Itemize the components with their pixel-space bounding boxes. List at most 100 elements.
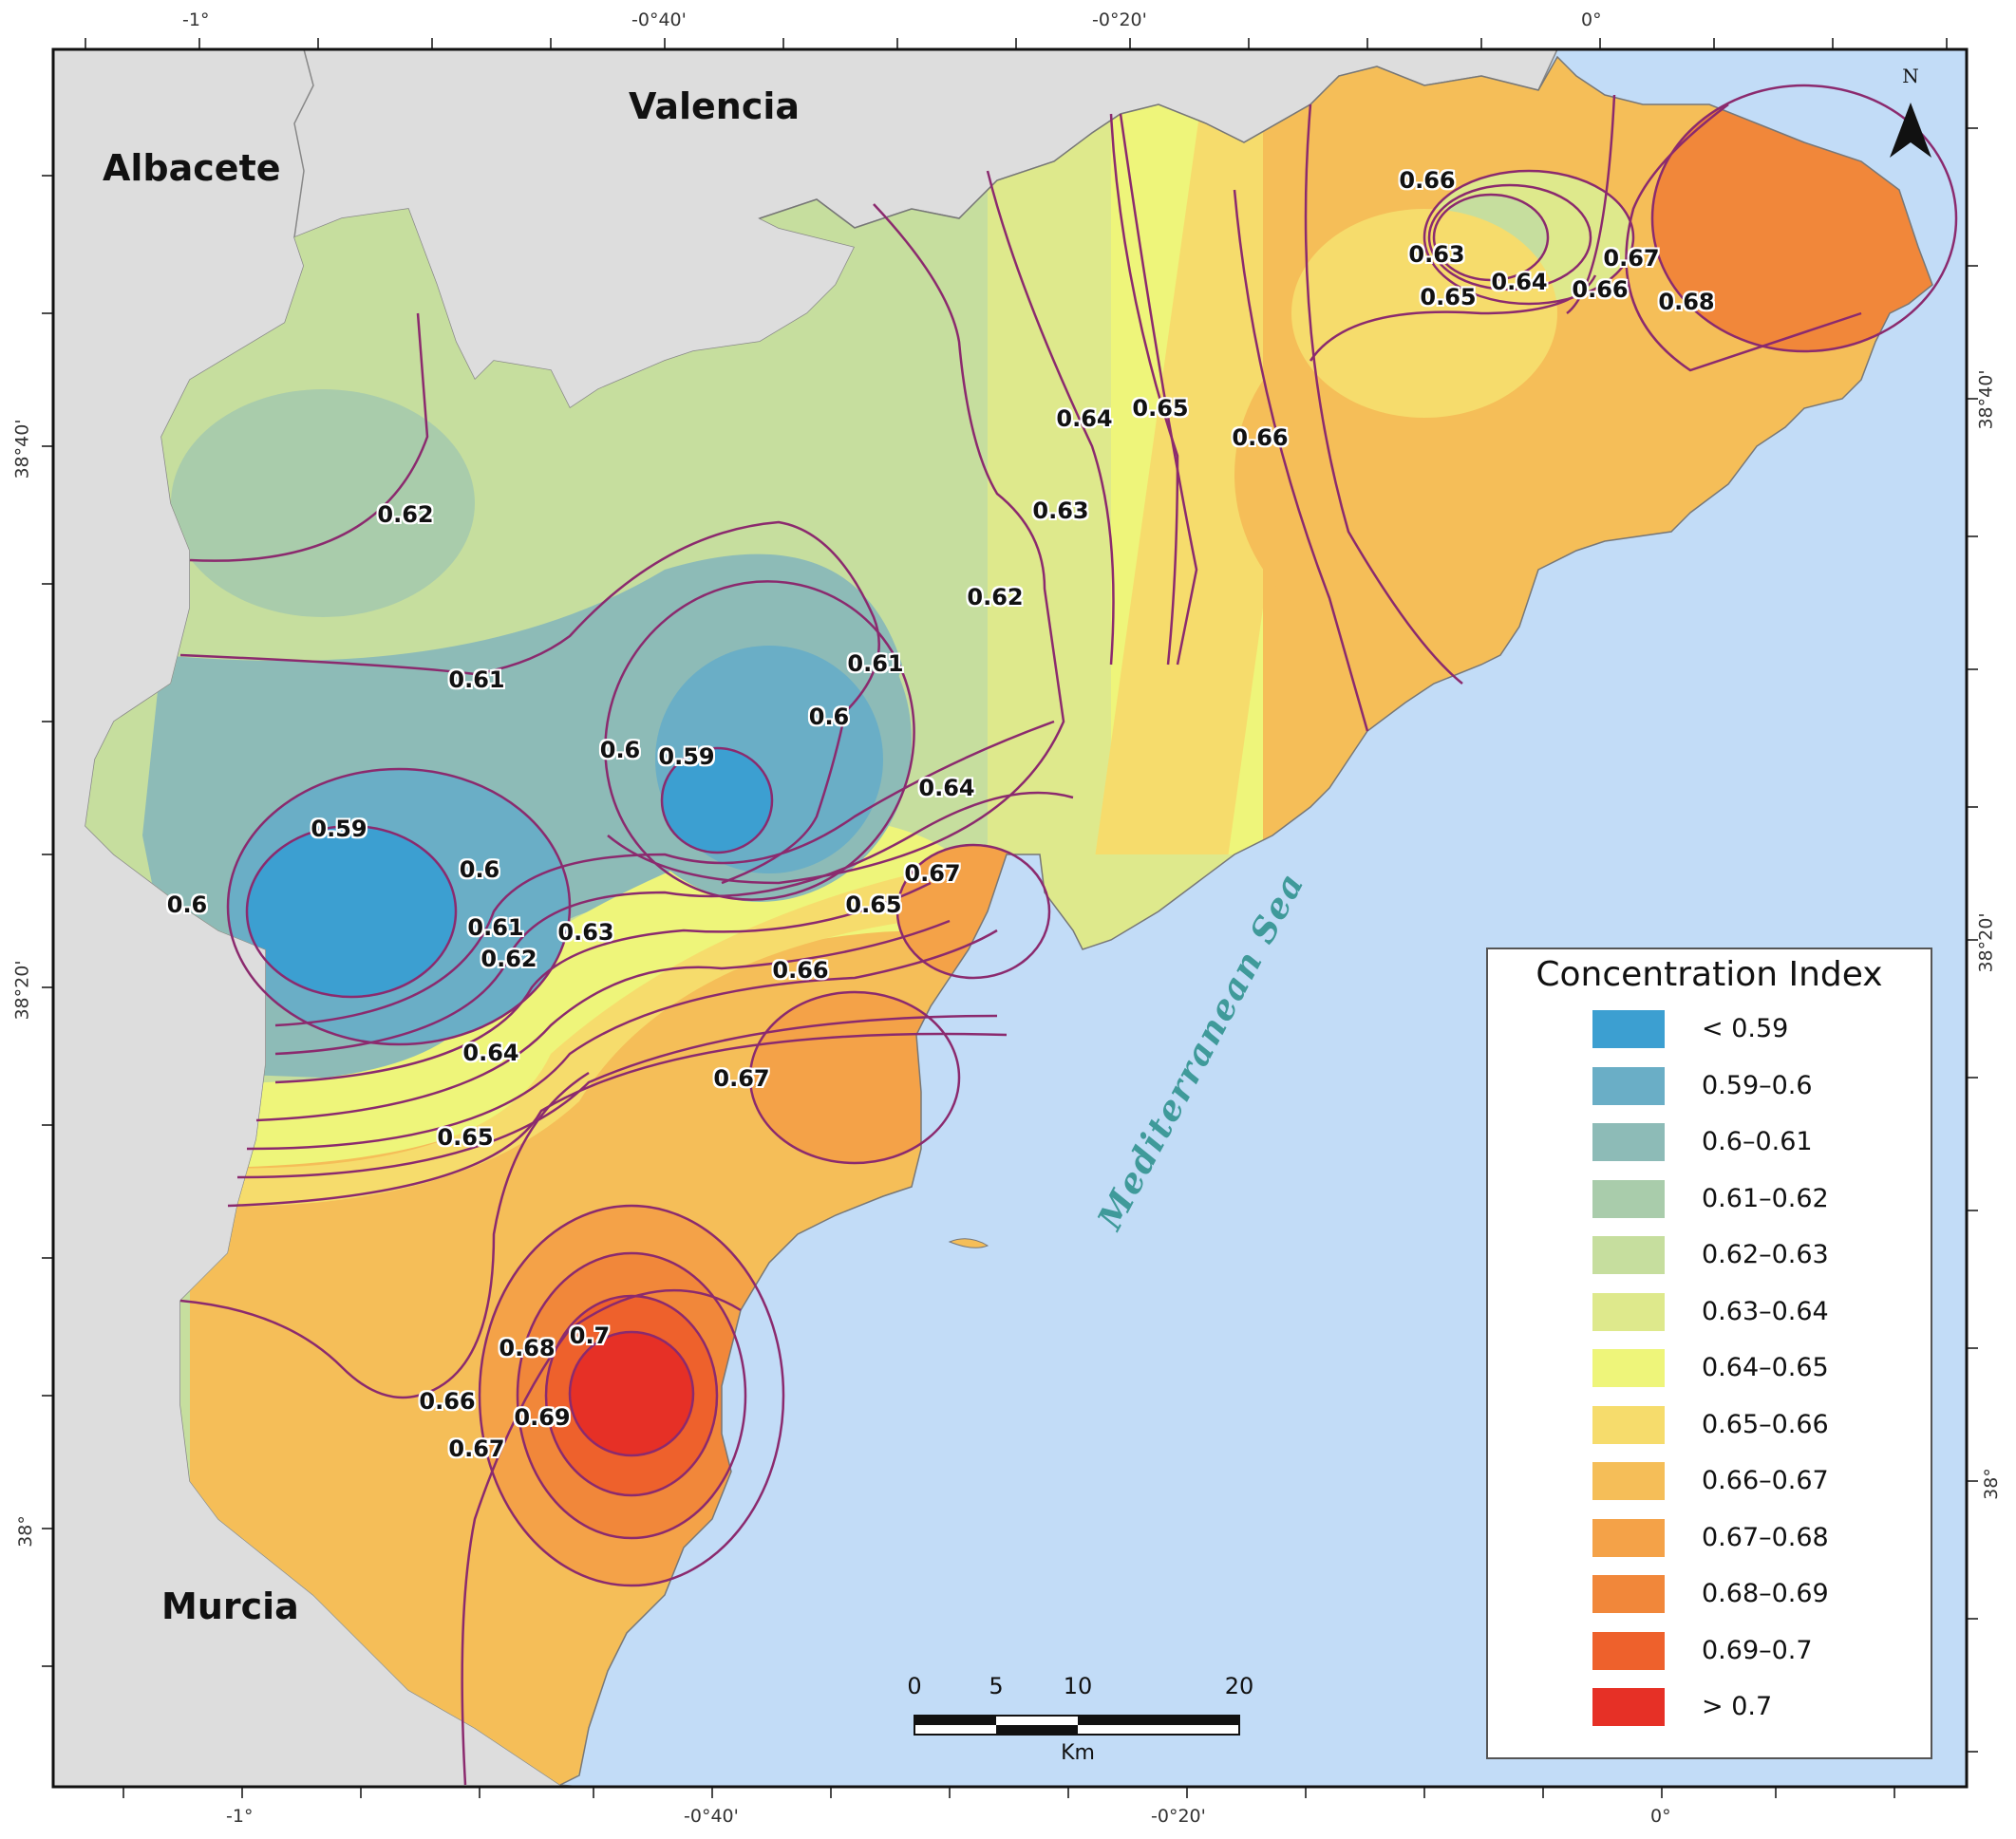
legend-swatch <box>1592 1066 1665 1105</box>
contour-label: 0.65 <box>1420 284 1477 310</box>
contour-label: 0.6 <box>459 856 500 883</box>
contour-label: 0.64 <box>462 1040 519 1066</box>
legend-item: 0.66–0.67 <box>1592 1462 1915 1500</box>
contour-label: 0.66 <box>419 1388 476 1415</box>
legend-swatch <box>1592 1349 1665 1387</box>
contour-label: 0.67 <box>713 1065 770 1092</box>
contour-label: 0.6 <box>808 704 850 730</box>
top-lon-label: -1° <box>182 9 210 30</box>
legend-item: 0.62–0.63 <box>1592 1236 1915 1274</box>
north-arrow-icon <box>1890 103 1931 158</box>
contour-label: 0.61 <box>448 666 505 693</box>
legend-item: < 0.59 <box>1592 1010 1915 1048</box>
scale-unit: Km <box>1061 1741 1095 1765</box>
contour-label: 0.65 <box>845 891 902 918</box>
scale-tick-label: 20 <box>1224 1673 1254 1699</box>
contour-label: 0.67 <box>1603 245 1660 272</box>
legend-swatch <box>1592 1236 1665 1274</box>
contour-label: 0.66 <box>1232 424 1289 451</box>
contour-label: 0.61 <box>847 650 904 677</box>
legend-label: 0.69–0.7 <box>1702 1635 1813 1665</box>
contour-label: 0.64 <box>1056 405 1113 432</box>
contour-label: 0.63 <box>1408 241 1465 268</box>
contour-label: 0.59 <box>311 816 367 842</box>
contour-label: 0.69 <box>514 1404 571 1431</box>
contour-label: 0.65 <box>1132 395 1189 422</box>
legend-label: > 0.7 <box>1702 1692 1773 1721</box>
top-lon-label: -0°20' <box>1092 9 1147 30</box>
legend-swatch <box>1592 1518 1665 1557</box>
island <box>948 1238 989 1248</box>
region-label-valencia: Valencia <box>629 85 801 127</box>
contour-label: 0.59 <box>658 743 715 770</box>
legend-label: 0.6–0.61 <box>1702 1127 1813 1156</box>
legend-item: > 0.7 <box>1592 1688 1915 1726</box>
contour-label: 0.64 <box>918 775 975 801</box>
bottom-lon-label: -0°20' <box>1151 1806 1206 1827</box>
right-lat-label: 38° <box>1980 1468 2002 1500</box>
legend-swatch <box>1592 1123 1665 1161</box>
region-label-albacete: Albacete <box>103 147 281 189</box>
contour-label: 0.64 <box>1491 269 1548 295</box>
contour-label: 0.6 <box>599 737 641 763</box>
legend-item: 0.63–0.64 <box>1592 1292 1915 1331</box>
north-letter: N <box>1902 65 1919 87</box>
legend-label: 0.64–0.65 <box>1702 1353 1829 1382</box>
contour-label: 0.6 <box>166 891 208 918</box>
contour-label: 0.65 <box>437 1124 494 1151</box>
contour-label: 0.62 <box>377 501 434 528</box>
legend-swatch <box>1592 1575 1665 1613</box>
legend-item: 0.59–0.6 <box>1592 1066 1915 1105</box>
legend-swatch <box>1592 1631 1665 1670</box>
contour-label: 0.66 <box>1399 167 1456 194</box>
legend-swatch <box>1592 1010 1665 1048</box>
contour-label: 0.68 <box>499 1335 556 1361</box>
legend-item: 0.67–0.68 <box>1592 1518 1915 1557</box>
legend-swatch <box>1592 1179 1665 1218</box>
right-lat-label: 38°20' <box>1975 912 1997 973</box>
legend-item: 0.68–0.69 <box>1592 1575 1915 1613</box>
left-lat-label: 38°40' <box>11 419 33 479</box>
top-lon-label: -0°40' <box>631 9 687 30</box>
legend-title: Concentration Index <box>1536 955 1883 994</box>
legend-label: 0.61–0.62 <box>1702 1183 1829 1213</box>
legend-label: 0.62–0.63 <box>1702 1240 1829 1269</box>
legend-swatch <box>1592 1462 1665 1500</box>
contour-label: 0.67 <box>448 1436 505 1462</box>
legend-item: 0.64–0.65 <box>1592 1349 1915 1387</box>
legend-swatch <box>1592 1405 1665 1444</box>
contour-lines <box>179 84 1958 1786</box>
contour-label: 0.66 <box>772 957 829 984</box>
legend-swatch <box>1592 1688 1665 1726</box>
contour-label: 0.7 <box>569 1323 611 1349</box>
legend-label: 0.63–0.64 <box>1702 1296 1829 1326</box>
contour-label: 0.68 <box>1658 289 1715 315</box>
scale-tick-label: 0 <box>907 1673 922 1699</box>
left-lat-label: 38° <box>14 1515 36 1548</box>
left-lat-label: 38°20' <box>11 960 33 1021</box>
legend-swatch <box>1592 1292 1665 1331</box>
scale-tick-label: 5 <box>989 1673 1004 1699</box>
legend-item: 0.6–0.61 <box>1592 1123 1915 1161</box>
contour-label: 0.63 <box>1032 497 1089 524</box>
legend-label: 0.59–0.6 <box>1702 1070 1813 1100</box>
contour-label: 0.62 <box>480 946 537 972</box>
top-lon-label: 0° <box>1581 9 1602 30</box>
right-lat-label: 38°40' <box>1975 369 1997 430</box>
contour-label: 0.67 <box>904 860 961 887</box>
map-border <box>51 47 1969 1789</box>
scale-tick-label: 10 <box>1063 1673 1093 1699</box>
scale-bar: 0 5 10 20 Km <box>907 1673 1253 1765</box>
region-label-murcia: Murcia <box>161 1586 299 1627</box>
frame-ticks <box>42 38 1978 1798</box>
scale-bar-graphic <box>914 1715 1240 1736</box>
bottom-lon-label: 0° <box>1650 1806 1671 1827</box>
contour-label: 0.61 <box>467 914 524 941</box>
contour-label: 0.63 <box>557 919 614 946</box>
bottom-lon-label: -1° <box>226 1806 254 1827</box>
legend-label: 0.66–0.67 <box>1702 1466 1829 1495</box>
north-arrow: N <box>1885 65 1936 160</box>
contour-label: 0.66 <box>1572 276 1629 303</box>
legend-item: 0.65–0.66 <box>1592 1405 1915 1444</box>
